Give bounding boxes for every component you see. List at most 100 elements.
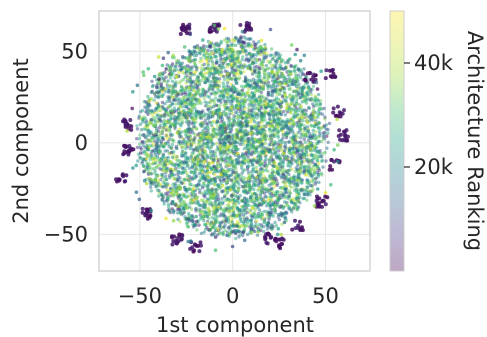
scatter-point (214, 66, 219, 70)
scatter-point (267, 127, 271, 131)
scatter-point (214, 108, 218, 113)
scatter-point (169, 150, 173, 155)
scatter-point (253, 148, 257, 152)
scatter-point (247, 173, 251, 177)
scatter-point (210, 181, 214, 185)
scatter-point (175, 154, 179, 159)
scatter-point (295, 206, 300, 210)
scatter-point (188, 55, 192, 59)
scatter-point (242, 70, 246, 74)
scatter-point (190, 177, 195, 181)
scatter-point (176, 204, 180, 209)
scatter-point (206, 89, 210, 94)
scatter-point (157, 95, 161, 99)
scatter-point (273, 220, 277, 225)
scatter-point (325, 134, 329, 138)
scatter-point (294, 203, 298, 207)
scatter-point (266, 80, 271, 85)
scatter-point (178, 220, 182, 224)
scatter-point (184, 168, 188, 173)
scatter-point (231, 99, 235, 104)
scatter-point (314, 180, 318, 184)
scatter-point (219, 168, 223, 173)
scatter-point (270, 86, 274, 91)
scatter-point (233, 89, 238, 94)
scatter-point (172, 109, 177, 114)
scatter-point (321, 135, 326, 139)
scatter-point (327, 121, 332, 126)
scatter-point (226, 120, 231, 124)
scatter-point (206, 175, 210, 179)
scatter-point (222, 225, 226, 229)
scatter-point (316, 92, 321, 97)
scatter-point (223, 69, 228, 73)
scatter-point (175, 59, 179, 63)
scatter-point (291, 134, 296, 138)
scatter-point (202, 205, 206, 209)
scatter-point (190, 129, 194, 134)
scatter-point (250, 143, 254, 147)
scatter-point (247, 63, 252, 67)
scatter-point (225, 57, 229, 61)
scatter-point (293, 72, 298, 76)
scatter-point (196, 157, 201, 162)
scatter-point (191, 157, 195, 161)
scatter-point (221, 61, 225, 65)
scatter-point (212, 73, 216, 77)
scatter-point (278, 109, 282, 113)
scatter-point (270, 53, 274, 57)
scatter-point (310, 174, 314, 178)
scatter-point (242, 176, 246, 180)
scatter-point (251, 77, 255, 82)
scatter-point (220, 90, 224, 94)
scatter-point (202, 222, 207, 227)
scatter-point (276, 215, 280, 219)
scatter-point (177, 70, 181, 75)
scatter-point (270, 168, 274, 172)
scatter-point (226, 186, 230, 190)
scatter-point (216, 175, 221, 179)
scatter-point (225, 180, 229, 184)
scatter-point (253, 203, 258, 207)
scatter-point (151, 162, 155, 166)
scatter-point (266, 220, 270, 225)
scatter-point (284, 156, 288, 160)
scatter-point (281, 132, 285, 137)
scatter-point (207, 189, 212, 193)
scatter-point (298, 156, 303, 160)
scatter-point (235, 57, 239, 61)
scatter-point (210, 203, 214, 207)
scatter-point (246, 98, 250, 102)
scatter-point (245, 122, 249, 127)
scatter-point (192, 184, 196, 188)
scatter-point (202, 113, 206, 118)
scatter-point (242, 227, 247, 231)
scatter-point (296, 183, 300, 187)
scatter-point (257, 95, 262, 100)
scatter-point (316, 103, 320, 107)
scatter-point (198, 81, 202, 85)
scatter-point (260, 130, 265, 134)
scatter-point (303, 133, 307, 137)
scatter-point (179, 89, 184, 93)
scatter-point (193, 106, 197, 111)
scatter-point (278, 193, 282, 197)
scatter-point (148, 162, 152, 167)
scatter-point (153, 152, 158, 157)
scatter-point (140, 108, 145, 113)
scatter-point (177, 163, 181, 167)
scatter-point (298, 119, 302, 123)
scatter-point (289, 70, 293, 74)
scatter-point (237, 208, 242, 212)
scatter-point (253, 137, 257, 141)
scatter-point (302, 137, 306, 141)
scatter-point (214, 135, 219, 139)
scatter-point (160, 104, 165, 109)
scatter-point (273, 118, 277, 123)
scatter-point (265, 97, 269, 101)
scatter-point (293, 109, 297, 113)
scatter-point (194, 92, 198, 96)
scatter-point (250, 131, 254, 136)
scatter-point (276, 170, 280, 174)
scatter-point (229, 178, 233, 183)
